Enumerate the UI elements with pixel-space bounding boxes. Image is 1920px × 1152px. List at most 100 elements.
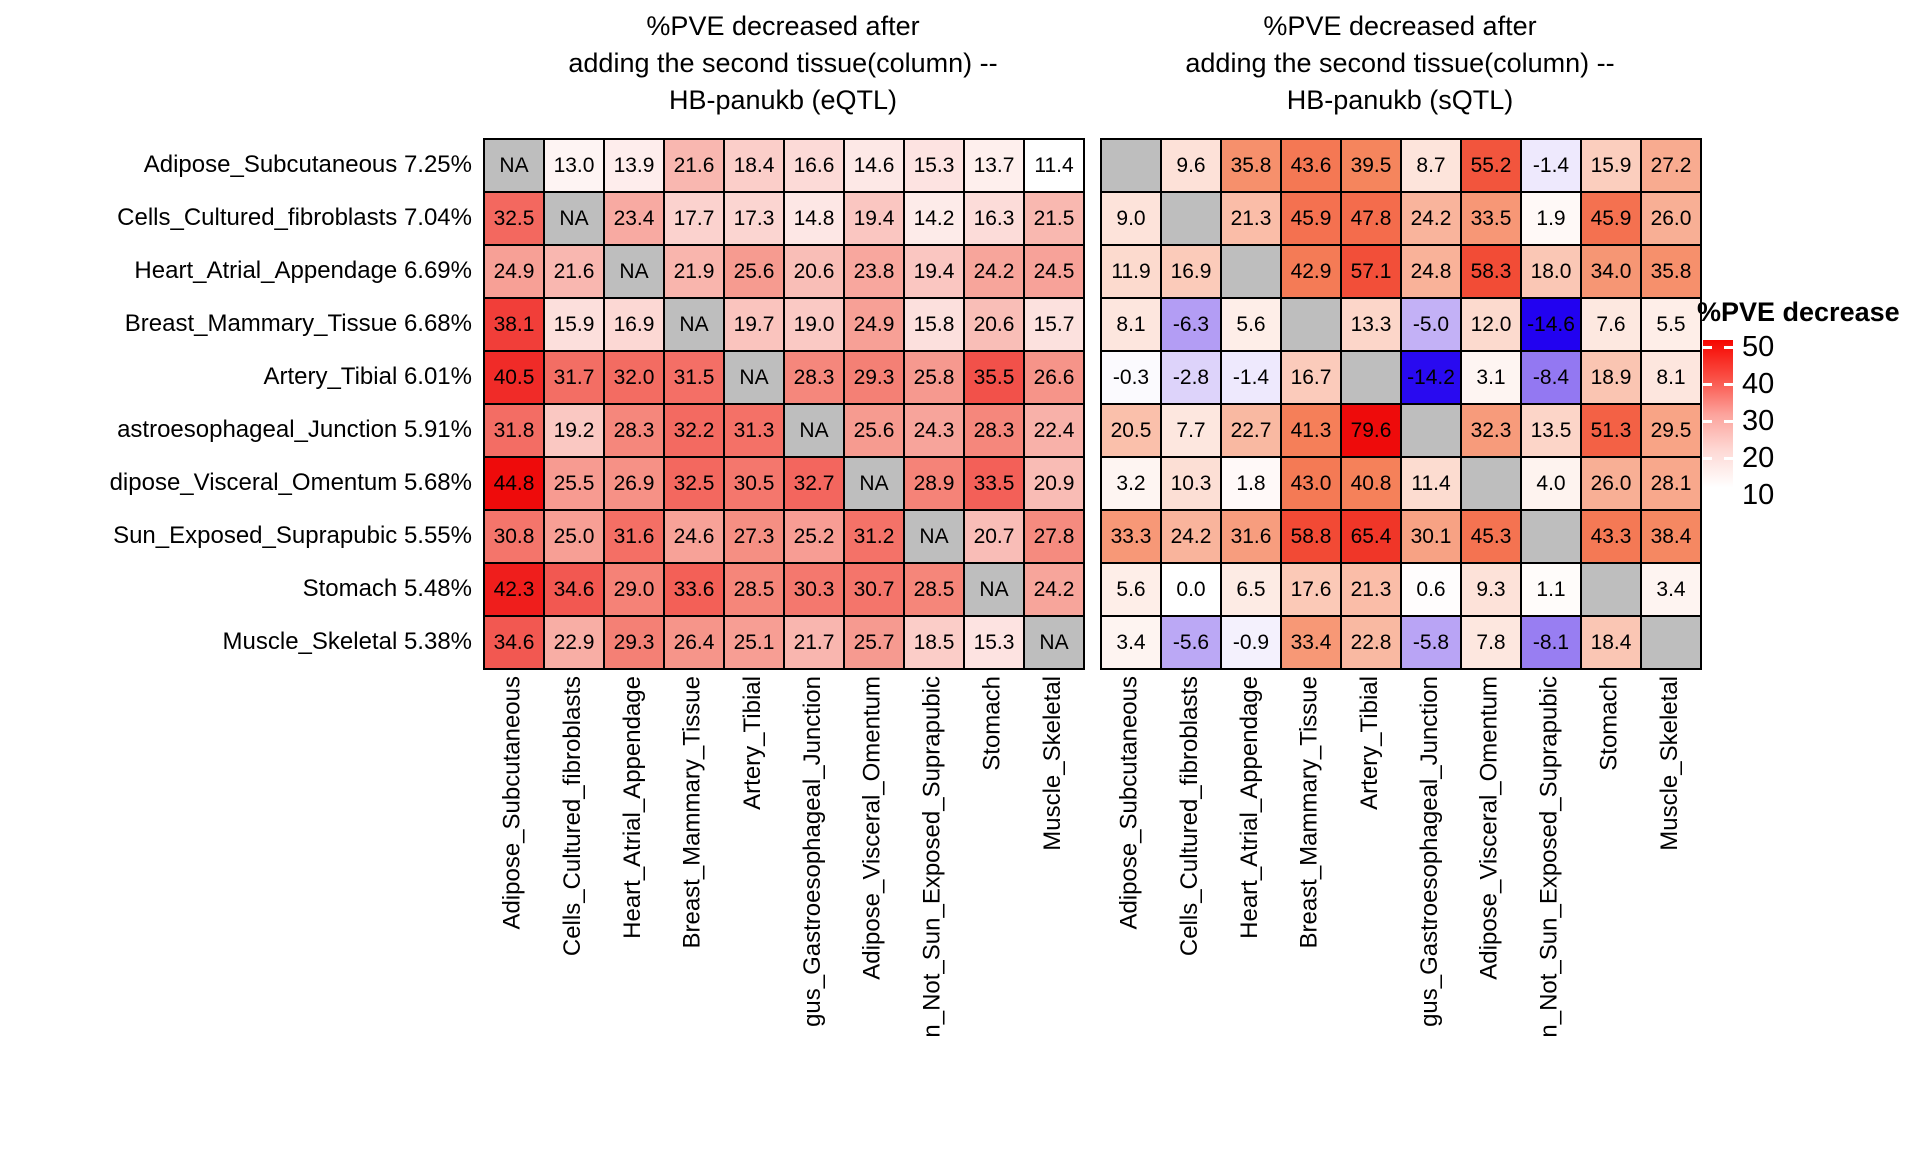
heatmap-cell: -1.4	[1521, 139, 1581, 192]
heatmap-cell: 57.1	[1341, 245, 1401, 298]
heatmap-cell: NA	[784, 404, 844, 457]
heatmap-cell: 18.5	[904, 616, 964, 669]
heatmap-cell: 21.6	[544, 245, 604, 298]
heatmap-cell: 11.4	[1401, 457, 1461, 510]
heatmap-cell: 16.6	[784, 139, 844, 192]
heatmap-cell: 27.2	[1641, 139, 1701, 192]
heatmap-cell: 25.6	[844, 404, 904, 457]
heatmap-sqtl: 9.6 35.8 43.6 39.5 8.7 55.2 -1.4 15.9 27.2 9.0 21.…	[1100, 138, 1702, 670]
legend-tick-label: 40	[1742, 368, 1775, 400]
heatmap-cell: 21.5	[1024, 192, 1084, 245]
legend-tick-mark	[1724, 383, 1733, 386]
column-label: Adipose_Visceral_Omentum	[1476, 676, 1503, 980]
chart-title-line: HB-panukb (sQTL)	[1286, 85, 1514, 115]
heatmap-cell: 5.6	[1101, 563, 1161, 616]
heatmap-cell	[1641, 616, 1701, 669]
heatmap-cell: -8.1	[1521, 616, 1581, 669]
heatmap-cell: 19.7	[724, 298, 784, 351]
heatmap-cell: 31.8	[484, 404, 544, 457]
column-label: Artery_Tibial	[1356, 676, 1383, 810]
heatmap-cell: 24.2	[1401, 192, 1461, 245]
heatmap-cell: 24.8	[1401, 245, 1461, 298]
heatmap-cell: 51.3	[1581, 404, 1641, 457]
heatmap-cell: -0.3	[1101, 351, 1161, 404]
heatmap-cell: 23.8	[844, 245, 904, 298]
heatmap-cell: 28.5	[724, 563, 784, 616]
heatmap-cell: 25.0	[544, 510, 604, 563]
heatmap-cell: 1.1	[1521, 563, 1581, 616]
chart-title-line: adding the second tissue(column) --	[1185, 48, 1615, 78]
heatmap-cell: -8.4	[1521, 351, 1581, 404]
heatmap-cell: 38.4	[1641, 510, 1701, 563]
heatmap-cell: 15.9	[544, 298, 604, 351]
heatmap-cell: 30.5	[724, 457, 784, 510]
legend-tick-mark	[1724, 457, 1733, 460]
chart-title-eqtl: %PVE decreased after adding the second t…	[483, 8, 1083, 119]
heatmap-cell: 1.9	[1521, 192, 1581, 245]
legend-tick-mark	[1703, 383, 1712, 386]
heatmap-cell: 21.3	[1341, 563, 1401, 616]
heatmap-cell: 16.9	[604, 298, 664, 351]
heatmap-cell: 13.5	[1521, 404, 1581, 457]
column-label: Adipose_Visceral_Omentum	[859, 676, 886, 980]
column-label: n_Not_Sun_Exposed_Suprapubic	[919, 676, 946, 1038]
legend-tick-mark	[1724, 420, 1733, 423]
heatmap-cell: 32.5	[484, 192, 544, 245]
heatmap-cell: 31.6	[1221, 510, 1281, 563]
heatmap-cell: 34.6	[484, 616, 544, 669]
heatmap-cell: 19.0	[784, 298, 844, 351]
heatmap-cell: 43.6	[1281, 139, 1341, 192]
heatmap-cell: 25.7	[844, 616, 904, 669]
heatmap-cell: 11.4	[1024, 139, 1084, 192]
heatmap-cell: 3.4	[1101, 616, 1161, 669]
heatmap-cell: 22.4	[1024, 404, 1084, 457]
heatmap-cell: 26.9	[604, 457, 664, 510]
heatmap-cell: 28.9	[904, 457, 964, 510]
heatmap-cell: 22.8	[1341, 616, 1401, 669]
heatmap-cell: 0.0	[1161, 563, 1221, 616]
heatmap-cell: 15.8	[904, 298, 964, 351]
heatmap-cell: 21.3	[1221, 192, 1281, 245]
heatmap-cell: 13.3	[1341, 298, 1401, 351]
heatmap-cell: 24.2	[1161, 510, 1221, 563]
chart-title-line: HB-panukb (eQTL)	[668, 85, 898, 115]
legend-tick-label: 50	[1742, 331, 1775, 363]
heatmap-cell: 28.1	[1641, 457, 1701, 510]
heatmap-cell: 15.9	[1581, 139, 1641, 192]
legend-tick-label: 10	[1742, 479, 1775, 511]
heatmap-cell: 17.7	[664, 192, 724, 245]
column-label: Breast_Mammary_Tissue	[679, 676, 706, 949]
heatmap-cell: 34.6	[544, 563, 604, 616]
chart-title-line: %PVE decreased after	[1263, 11, 1537, 41]
heatmap-cell: 65.4	[1341, 510, 1401, 563]
heatmap-cell: 30.1	[1401, 510, 1461, 563]
heatmap-cell: 17.3	[724, 192, 784, 245]
heatmap-cell: 20.9	[1024, 457, 1084, 510]
heatmap-cell: 3.4	[1641, 563, 1701, 616]
heatmap-cell: 40.8	[1341, 457, 1401, 510]
heatmap-cell: 31.3	[724, 404, 784, 457]
heatmap-cell: 24.2	[964, 245, 1024, 298]
heatmap-cell: NA	[724, 351, 784, 404]
heatmap-cell: 9.6	[1161, 139, 1221, 192]
heatmap-cell: 26.0	[1641, 192, 1701, 245]
heatmap-cell: 32.0	[604, 351, 664, 404]
heatmap-cell: 29.5	[1641, 404, 1701, 457]
heatmap-cell: -6.3	[1161, 298, 1221, 351]
heatmap-cell: 15.3	[904, 139, 964, 192]
heatmap-cell: 45.3	[1461, 510, 1521, 563]
legend-tick-label: 30	[1742, 405, 1775, 437]
heatmap-cell: 43.0	[1281, 457, 1341, 510]
heatmap-cell: 25.5	[544, 457, 604, 510]
heatmap-cell: -2.8	[1161, 351, 1221, 404]
heatmap-cell: 24.3	[904, 404, 964, 457]
heatmap-cell: 7.6	[1581, 298, 1641, 351]
heatmap-cell: 38.1	[484, 298, 544, 351]
column-label: Cells_Cultured_fibroblasts	[1176, 676, 1203, 957]
column-label: gus_Gastroesophageal_Junction	[799, 676, 826, 1027]
heatmap-cell: 9.3	[1461, 563, 1521, 616]
column-label: Adipose_Subcutaneous	[499, 676, 526, 930]
heatmap-cell: 31.6	[604, 510, 664, 563]
heatmap-cell: 19.4	[844, 192, 904, 245]
heatmap-cell: 42.3	[484, 563, 544, 616]
